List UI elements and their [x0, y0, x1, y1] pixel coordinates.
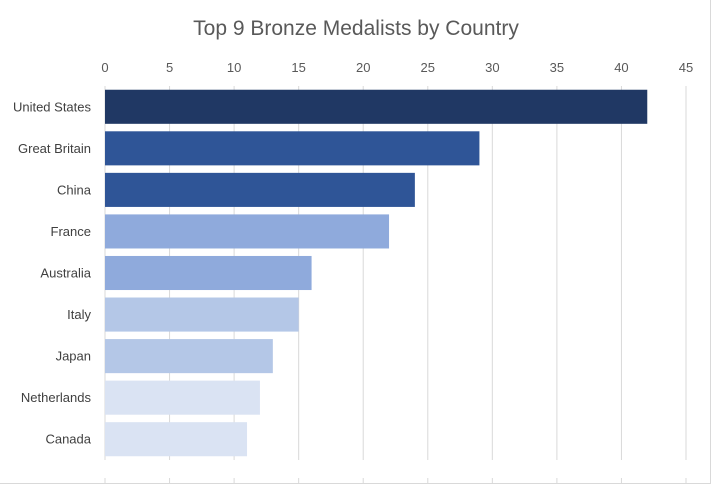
bar — [105, 172, 415, 207]
bar — [105, 422, 248, 457]
bar — [105, 339, 273, 374]
x-tick-label: 10 — [227, 60, 241, 75]
category-label: Canada — [45, 432, 91, 447]
bar — [105, 380, 260, 415]
x-tick-label: 5 — [166, 60, 173, 75]
category-label: Netherlands — [21, 390, 92, 405]
x-tick-label: 0 — [101, 60, 108, 75]
x-axis-ticks: 0 5 10 15 20 25 30 35 40 45 — [101, 60, 693, 75]
category-label: Japan — [56, 349, 91, 364]
category-labels: United States Great Britain China France Aus… — [13, 99, 92, 446]
category-label: China — [57, 182, 92, 197]
bar — [105, 297, 299, 332]
category-label: France — [51, 224, 91, 239]
x-tick-label: 45 — [679, 60, 693, 75]
category-label: Great Britain — [18, 141, 91, 156]
bar — [105, 131, 480, 166]
x-tick-label: 25 — [421, 60, 435, 75]
category-label: Australia — [40, 266, 91, 281]
x-tick-label: 40 — [614, 60, 628, 75]
chart-title: Top 9 Bronze Medalists by Country — [193, 17, 519, 40]
x-tick-label: 15 — [291, 60, 305, 75]
bars — [105, 89, 648, 457]
bar — [105, 214, 390, 249]
bar — [105, 255, 312, 291]
x-tick-label: 30 — [485, 60, 499, 75]
x-tick-label: 20 — [356, 60, 370, 75]
category-label: Italy — [67, 307, 91, 322]
bar — [105, 89, 648, 124]
category-label: United States — [13, 99, 92, 114]
x-tick-label: 35 — [550, 60, 564, 75]
